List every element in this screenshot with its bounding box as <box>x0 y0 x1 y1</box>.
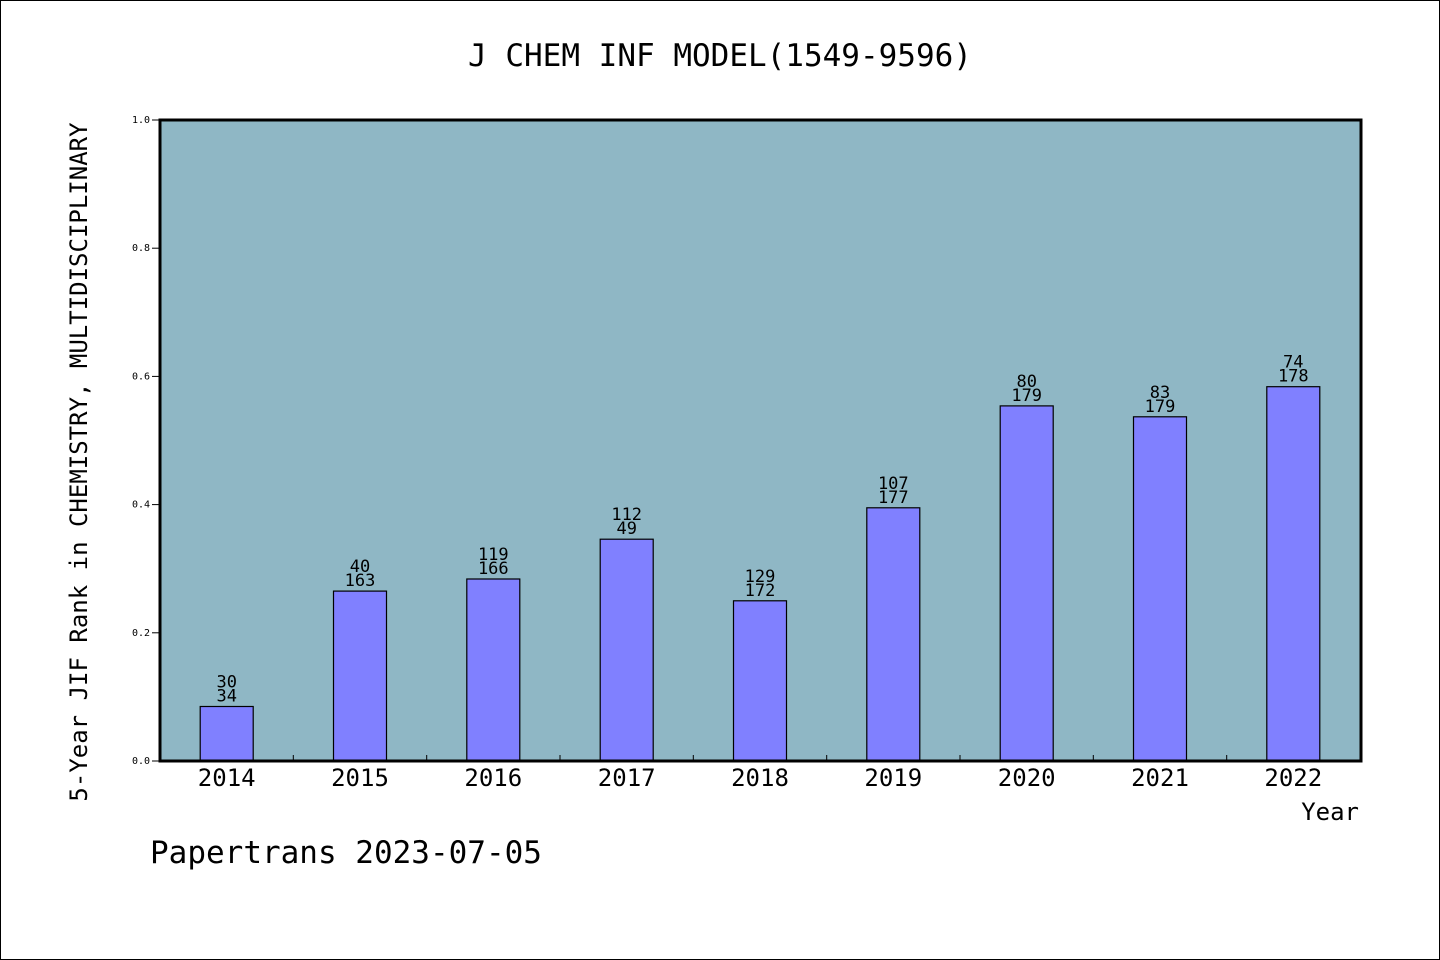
bar-2021 <box>1132 416 1188 762</box>
bar-2017 <box>599 538 654 762</box>
bar-2020 <box>999 405 1054 762</box>
x-tick-label-2017: 2017 <box>598 764 656 792</box>
x-tick-label-2022: 2022 <box>1264 764 1322 792</box>
y-tick-label: 1.0 <box>132 115 150 126</box>
y-tick-label: 0.4 <box>132 500 150 511</box>
y-tick-label: 0.2 <box>132 628 150 639</box>
bar-2022 <box>1266 386 1321 762</box>
bar-label-total-2016: 166 <box>478 559 509 579</box>
x-tick-label-2015: 2015 <box>331 764 389 792</box>
bar-label-total-2015: 163 <box>345 571 376 591</box>
y-tick-label: 0.8 <box>132 243 150 254</box>
bar-label-rank-2016: 119 <box>478 545 509 565</box>
y-tick-label: 0.6 <box>132 371 150 382</box>
bar-label-rank-2014: 30 <box>216 673 236 693</box>
bar-label-rank-2021: 83 <box>1150 383 1170 403</box>
bar-label-total-2018: 172 <box>745 581 776 601</box>
bar-label-rank-2017: 112 <box>611 505 642 525</box>
chart-title: J CHEM INF MODEL(1549-9596) <box>468 38 972 74</box>
bar-label-rank-2018: 129 <box>745 567 776 587</box>
x-tick-label-2016: 2016 <box>464 764 522 792</box>
y-axis-label: 5-Year JIF Rank in CHEMISTRY, MULTIDISCI… <box>65 122 93 802</box>
bar-2019 <box>866 507 921 762</box>
x-tick-label-2014: 2014 <box>198 764 256 792</box>
bars-group <box>199 386 1321 762</box>
footer-watermark: Papertrans 2023-07-05 <box>150 835 542 871</box>
bar-2016 <box>466 578 521 762</box>
x-axis-ticks: 2014 2015 2016 2017 2018 2019 2020 2021 2022 <box>198 755 1322 792</box>
bar-label-total-2017: 49 <box>616 519 636 539</box>
x-tick-label-2019: 2019 <box>864 764 922 792</box>
x-tick-label-2021: 2021 <box>1131 764 1189 792</box>
bar-label-rank-2019: 107 <box>878 474 909 494</box>
bar-2015 <box>332 590 388 762</box>
bar-label-rank-2022: 74 <box>1283 353 1303 373</box>
x-tick-label-2020: 2020 <box>998 764 1056 792</box>
bar-label-total-2022: 178 <box>1278 367 1309 387</box>
x-tick-label-2018: 2018 <box>731 764 789 792</box>
bar-label-total-2019: 177 <box>878 488 909 508</box>
bar-label-rank-2015: 40 <box>350 557 370 577</box>
bar-label-rank-2020: 80 <box>1016 372 1036 392</box>
bar-2014 <box>199 705 254 762</box>
plot-border <box>158 118 1363 763</box>
bar-2018 <box>732 600 788 762</box>
x-axis-label: Year <box>1301 798 1359 826</box>
bar-label-total-2021: 179 <box>1145 397 1176 417</box>
y-tick-label: 0.0 <box>132 756 150 767</box>
bar-label-total-2014: 34 <box>216 687 236 707</box>
bar-label-total-2020: 179 <box>1011 386 1042 406</box>
y-axis-ticks: 0.0 0.2 0.4 0.6 0.8 1.0 <box>132 115 160 767</box>
